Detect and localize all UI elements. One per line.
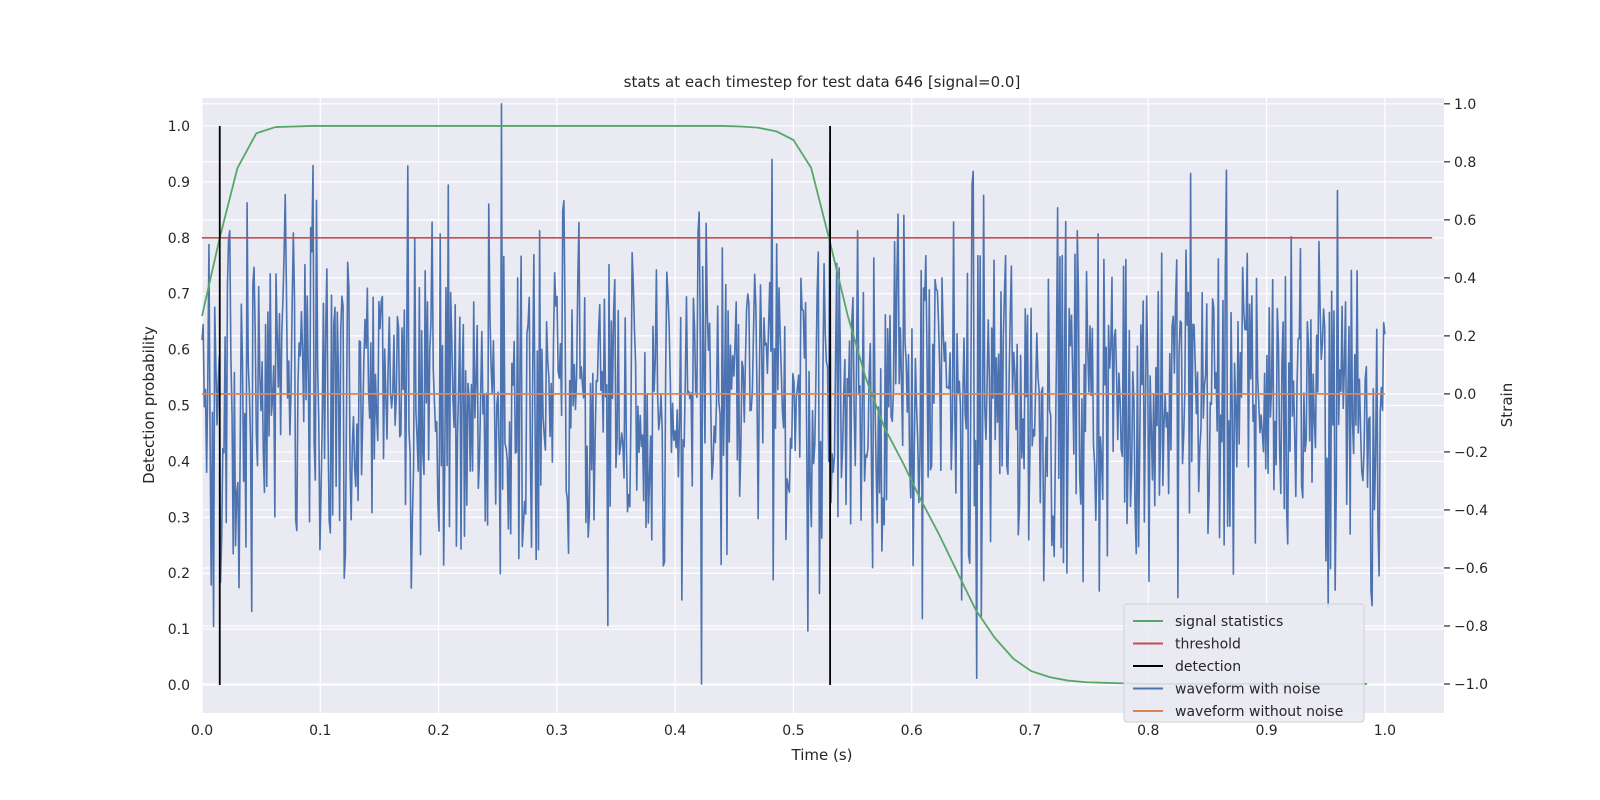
- y-left-tick-label: 0.1: [168, 622, 190, 638]
- legend-box: [1123, 603, 1365, 723]
- y-right-tick-label: 0.8: [1454, 155, 1476, 171]
- x-tick-label: 0.0: [191, 723, 213, 739]
- y-right-tick-label: −0.4: [1454, 503, 1488, 519]
- y-axis-left-ticks: 0.0 0.1 0.2 0.3 0.4 0.5 0.6 0.7 0.8 0.9 1.0: [168, 119, 190, 694]
- y-left-tick-label: 0.2: [168, 566, 190, 582]
- plot-area: [201, 98, 1444, 713]
- legend-label: waveform without noise: [1175, 704, 1343, 720]
- y-right-tick-label: −0.2: [1454, 445, 1488, 461]
- y-right-tick-label: −0.8: [1454, 619, 1488, 635]
- x-tick-label: 0.3: [546, 723, 568, 739]
- x-tick-label: 0.8: [1137, 723, 1159, 739]
- y-left-tick-label: 0.3: [168, 510, 190, 526]
- legend-label: waveform with noise: [1175, 682, 1320, 698]
- x-tick-label: 0.5: [782, 723, 804, 739]
- x-axis-ticks: 0.0 0.1 0.2 0.3 0.4 0.5 0.6 0.7 0.8 0.9 1.0: [191, 723, 1396, 739]
- y-left-tick-label: 0.9: [168, 175, 190, 191]
- x-tick-label: 0.6: [901, 723, 923, 739]
- legend-label: threshold: [1175, 637, 1241, 653]
- y-axis-right-label: Strain: [1498, 383, 1516, 427]
- y-axis-left-label: Detection probability: [140, 326, 158, 484]
- x-tick-label: 0.1: [309, 723, 331, 739]
- legend-label: detection: [1175, 659, 1241, 675]
- series-signal-statistics: [201, 125, 1368, 685]
- x-tick-label: 0.9: [1255, 723, 1277, 739]
- x-tick-label: 0.2: [427, 723, 449, 739]
- x-axis-label: Time (s): [791, 746, 853, 764]
- y-right-tick-label: −0.6: [1454, 561, 1488, 577]
- y-right-tick-label: 0.0: [1454, 387, 1476, 403]
- x-tick-label: 1.0: [1374, 723, 1396, 739]
- y-left-tick-label: 0.8: [168, 231, 190, 247]
- series-waveform-with-noise: [201, 103, 1386, 685]
- y-left-tick-label: 0.4: [168, 454, 190, 470]
- y-axis-right-ticks: −1.0 −0.8 −0.6 −0.4 −0.2 0.0 0.2 0.4 0.6 0.8 1.0: [1444, 97, 1488, 693]
- y-left-tick-label: 0.7: [168, 287, 190, 303]
- y-right-tick-label: 0.4: [1454, 271, 1476, 287]
- y-right-tick-label: 0.2: [1454, 329, 1476, 345]
- y-right-tick-label: 0.6: [1454, 213, 1476, 229]
- chart-title: stats at each timestep for test data 646…: [624, 73, 1021, 91]
- legend-label: signal statistics: [1175, 614, 1283, 630]
- y-left-tick-label: 0.5: [168, 399, 190, 415]
- series-layer: [201, 103, 1433, 686]
- y-left-tick-label: 0.0: [168, 678, 190, 694]
- y-right-tick-label: −1.0: [1454, 677, 1488, 693]
- y-right-tick-label: 1.0: [1454, 97, 1476, 113]
- y-left-tick-label: 0.6: [168, 343, 190, 359]
- x-tick-label: 0.7: [1019, 723, 1041, 739]
- x-tick-label: 0.4: [664, 723, 686, 739]
- legend: signal statistics threshold detection wavef…: [1123, 603, 1365, 723]
- y-left-tick-label: 1.0: [168, 119, 190, 135]
